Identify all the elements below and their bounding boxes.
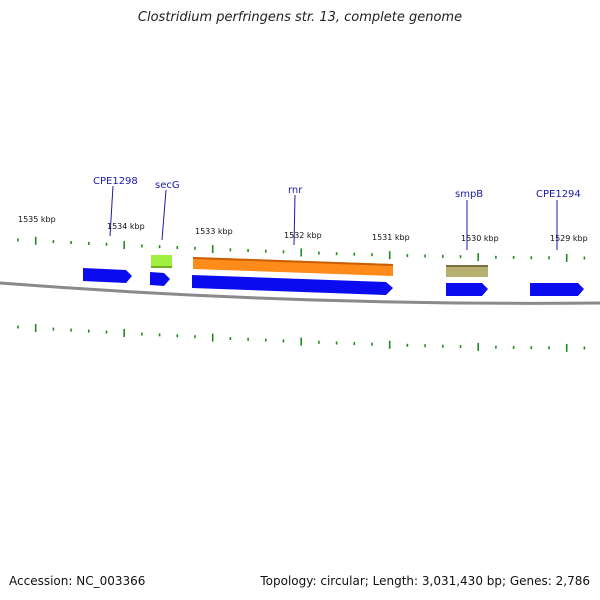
ruler-label-1530: 1530 kbp [461,234,499,243]
gene-label-secG[interactable]: secG [155,180,180,191]
cds-arrow-cpe1294[interactable] [530,283,584,296]
genome-backbone [0,281,600,305]
ruler-label-1535: 1535 kbp [18,215,56,224]
ruler-label-1529: 1529 kbp [550,234,588,243]
ruler-label-1533: 1533 kbp [195,227,233,236]
lower-ticks [17,324,586,352]
gene-feature-rnr[interactable] [193,257,393,276]
gene-labels: CPE1298 secG rnr smpB CPE1294 [93,176,581,250]
gene-feature-smpB[interactable] [446,265,488,277]
gene-label-rnr[interactable]: rnr [288,185,303,196]
leader-line-secG [161,189,167,241]
upper-ticks [17,236,586,262]
cds-arrow-secG[interactable] [150,272,170,286]
leader-line-rnr [293,194,296,246]
leader-line-cpe1298 [109,185,114,237]
gene-features [151,255,488,277]
gene-label-cpe1294[interactable]: CPE1294 [536,189,581,200]
cds-arrow-cpe1298[interactable] [83,268,132,283]
gene-label-smpB[interactable]: smpB [455,189,483,200]
gene-label-cpe1298[interactable]: CPE1298 [93,176,138,187]
cds-features [83,268,584,296]
cds-arrow-rnr[interactable] [192,275,393,295]
accession-text: Accession: NC_003366 [9,574,146,588]
ruler-label-1532: 1532 kbp [284,231,322,240]
ruler-label-1531: 1531 kbp [372,233,410,242]
cds-arrow-smpB[interactable] [446,283,488,296]
ruler-labels: 1535 kbp 1534 kbp 1533 kbp 1532 kbp 1531… [18,215,588,243]
map-title: Clostridium perfringens str. 13, complet… [137,10,463,25]
genome-summary-text: Topology: circular; Length: 3,031,430 bp… [260,574,590,588]
gene-feature-secG[interactable] [151,255,172,267]
ruler-label-1534: 1534 kbp [107,222,145,231]
